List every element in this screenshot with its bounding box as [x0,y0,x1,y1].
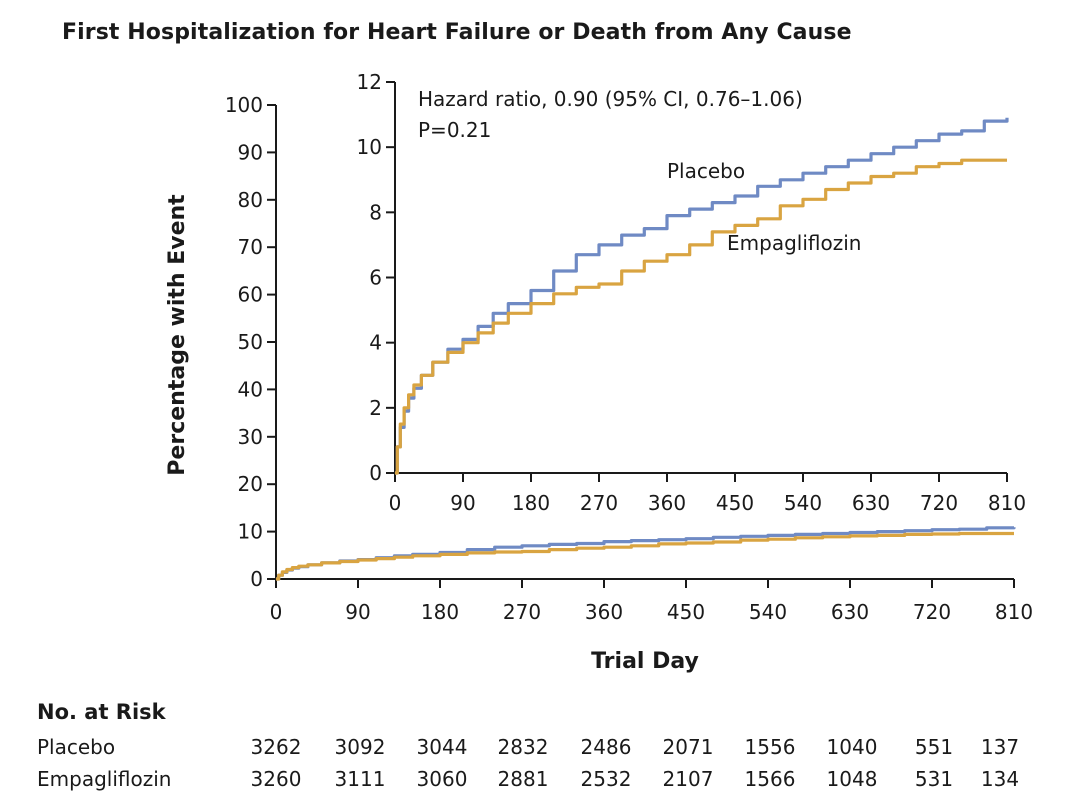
inset-x-tick-label: 810 [988,491,1026,515]
main-y-tick-label: 70 [238,235,263,259]
risk-value: 2486 [580,735,632,759]
inset-x-tick-label: 270 [580,491,618,515]
inset-y-tick-label: 10 [357,135,382,159]
risk-value: 134 [980,767,1020,791]
main-y-tick-label: 80 [238,188,263,212]
risk-value: 531 [914,767,954,791]
main-x-tick-label: 0 [270,600,283,624]
inset-y-tick-label: 2 [369,396,382,420]
x-axis-label: Trial Day [591,649,699,674]
risk-value: 2832 [497,735,549,759]
main-y-tick-label: 30 [238,425,263,449]
inset-x-tick-label: 0 [389,491,402,515]
inset-x-tick-label: 360 [648,491,686,515]
main-x-tick-label: 810 [995,600,1033,624]
risk-value: 2532 [580,767,632,791]
risk-value: 2107 [662,767,714,791]
main-x-tick-label: 540 [749,600,787,624]
risk-value: 3092 [334,735,386,759]
risk-value: 3060 [416,767,468,791]
main-x-tick-label: 630 [831,600,869,624]
inset-x-tick-label: 540 [784,491,822,515]
risk-value: 3262 [250,735,302,759]
main-y-tick-label: 20 [238,472,263,496]
main-y-tick-label: 10 [238,520,263,544]
risk-table-title: No. at Risk [37,700,166,724]
main-x-tick-label: 720 [913,600,951,624]
main-x-tick-label: 90 [345,600,370,624]
risk-value: 551 [914,735,954,759]
main-x-tick-label: 360 [585,600,623,624]
risk-value: 3111 [334,767,386,791]
risk-value: 1040 [826,735,878,759]
risk-value: 1048 [826,767,878,791]
main-y-tick-label: 90 [238,140,263,164]
chart-title: First Hospitalization for Heart Failure … [62,20,852,45]
main-x-tick-label: 270 [503,600,541,624]
risk-row-label: Placebo [37,735,116,759]
main-y-tick-label: 0 [250,567,263,591]
placebo-series-label: Placebo [667,159,745,183]
inset-y-tick-label: 6 [369,266,382,290]
risk-value: 2881 [497,767,549,791]
y-axis-label: Percentage with Event [165,194,190,476]
inset-x-tick-label: 720 [920,491,958,515]
risk-row-empagliflozin: Empagliflozin 3260 3111 3060 2881 2532 2107 156… [0,767,1080,795]
inset-y-tick-label: 0 [369,461,382,485]
main-x-tick-label: 180 [421,600,459,624]
hazard-ratio-annotation: Hazard ratio, 0.90 (95% CI, 0.76–1.06) [418,87,803,111]
inset-y-tick-label: 4 [369,331,382,355]
main-y-tick-label: 50 [238,330,263,354]
main-y-tick-label: 100 [225,93,263,117]
main-series-empagliflozin [276,531,1014,581]
main-y-tick-label: 60 [238,283,263,307]
inset-y-tick-label: 8 [369,200,382,224]
risk-row-placebo: Placebo 3262 3092 3044 2832 2486 2071 1556 1040 5… [0,735,1080,763]
inset-y-tick-label: 12 [357,70,382,94]
main-x-tick-label: 450 [667,600,705,624]
risk-value: 3260 [250,767,302,791]
inset-x-tick-label: 180 [512,491,550,515]
inset-x-tick-label: 630 [852,491,890,515]
risk-value: 2071 [662,735,714,759]
risk-row-label: Empagliflozin [37,767,172,791]
risk-value: 137 [980,735,1020,759]
main-y-tick-label: 40 [238,377,263,401]
risk-value: 1556 [744,735,796,759]
empagliflozin-series-label: Empagliflozin [727,231,861,255]
inset-x-tick-label: 450 [716,491,754,515]
inset-series-empagliflozin [395,158,1007,475]
inset-x-tick-label: 90 [450,491,475,515]
risk-value: 3044 [416,735,468,759]
p-value-annotation: P=0.21 [418,118,491,142]
risk-value: 1566 [744,767,796,791]
